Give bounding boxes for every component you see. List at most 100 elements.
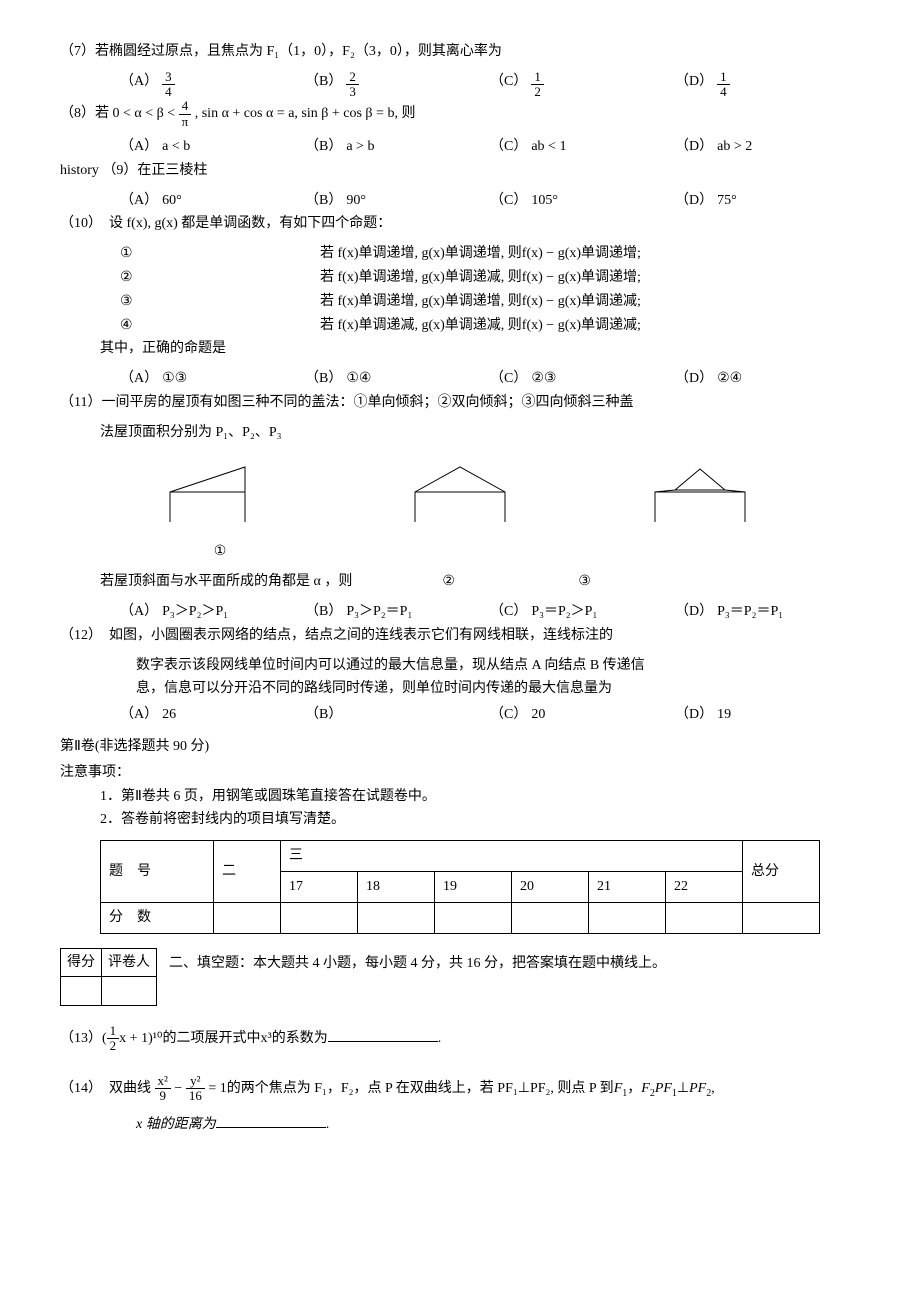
q12-opt-c: （C）20 [490, 703, 675, 727]
q10-tail: 其中，正确的命题是 [60, 337, 860, 361]
q8-cond-a: 0 < α < β < [113, 106, 179, 121]
q13-frac: 12 [107, 1024, 120, 1054]
grader-box: 得分评卷人 [60, 948, 157, 1007]
roof-1: ① [165, 457, 275, 565]
q10-head: （10） 设 f(x), g(x) 都是单调函数，有如下四个命题： [60, 216, 391, 231]
question-12-l2: 数字表示该段网线单位时间内可以通过的最大信息量，现从结点 A 向结点 B 传递信 [60, 654, 860, 678]
roof-icon-2 [405, 457, 515, 532]
q14-suffix: . [326, 1117, 330, 1132]
q7-opt-c: （C）12 [490, 70, 675, 100]
question-10: （10） 设 f(x), g(x) 都是单调函数，有如下四个命题： [60, 212, 860, 236]
notice-1: 1．第Ⅱ卷共 6 页，用钢笔或圆珠笔直接答在试题卷中。 [60, 785, 860, 809]
q11-opt-d: （D）P₃＝P₂＝P₁ [675, 600, 860, 624]
q8-opt-c: （C）ab < 1 [490, 135, 675, 159]
q14-blank [216, 1113, 326, 1128]
q11-opt-a: （A）P₃＞P₂＞P₁ [120, 600, 305, 624]
q14-minus: − [174, 1081, 185, 1096]
scoretable-18: 18 [358, 871, 435, 902]
q9-opt-d: （D）75° [675, 189, 860, 213]
q14-body1: = 1的两个焦点为 F₁，F₂，点 P 在双曲线上，若 PF₁⊥PF₂, 则点 … [208, 1081, 613, 1096]
q9-opt-c: （C）105° [490, 189, 675, 213]
q10-opt-b: （B）①④ [305, 367, 490, 391]
question-8: （8）若 0 < α < β < 4π , sin α + cos α = a,… [60, 99, 860, 129]
q7-opt-b: （B）23 [305, 70, 490, 100]
q9-options: （A）60° （B）90° （C）105° （D）75° [60, 189, 860, 213]
q11-options: （A）P₃＞P₂＞P₁ （B）P₃＞P₂＝P₁ （C）P₃＝P₂＞P₁ （D）P… [60, 600, 860, 624]
scoretable-h-num: 题 号 [101, 841, 214, 903]
q11-l3-text: 若屋顶斜面与水平面所成的角都是 α ，则 [100, 574, 352, 589]
question-14-l2: x 轴的距离为. [60, 1113, 860, 1137]
roof-icon-3 [645, 457, 755, 532]
q11-opt-b: （B）P₃＞P₂＝P₁ [305, 600, 490, 624]
q13-suffix: . [438, 1031, 442, 1046]
roof-3-label: ③ [578, 574, 591, 589]
q14-prefix: （14） 双曲线 [60, 1081, 151, 1096]
question-11-l1: （11）一间平房的屋顶有如图三种不同的盖法：①单向倾斜；②双向倾斜；③四向倾斜三… [60, 391, 860, 415]
notice-title: 注意事项： [60, 761, 860, 785]
q10-stmt-2: ②若 f(x)单调递增, g(x)单调递减, 则f(x) − g(x)单调递增; [120, 266, 860, 290]
q9-opt-b: （B）90° [305, 189, 490, 213]
section2-title: 第Ⅱ卷(非选择题共 90 分) [60, 735, 860, 759]
smallbox-score: 得分 [61, 948, 102, 977]
q7-opt-d: （D）14 [675, 70, 860, 100]
question-12-l3: 息，信息可以分开沿不同的路线同时传递，则单位时间内传递的最大信息量为 [60, 677, 860, 701]
q10-statements: ①若 f(x)单调递增, g(x)单调递增, 则f(x) − g(x)单调递增;… [60, 242, 860, 337]
q13-body: x + 1)¹⁰的二项展开式中x³的系数为 [119, 1031, 328, 1046]
question-14: （14） 双曲线 x²9 − y²16 = 1的两个焦点为 F₁，F₂，点 P … [60, 1074, 860, 1104]
q14-t1: x²9 [155, 1074, 171, 1104]
q7-options: （A）34 （B）23 （C）12 （D）14 [60, 70, 860, 100]
question-11-l2: 法屋顶面积分别为 P₁、P₂、P₃ [60, 421, 860, 445]
q8-opt-a: （A）a < b [120, 135, 305, 159]
q8-frac: 4π [179, 99, 192, 129]
roof-3 [645, 457, 755, 565]
scoretable-h-total: 总分 [743, 841, 820, 903]
q12-options: （A）26 （B） （C）20 （D）19 [60, 703, 860, 727]
q10-options: （A）①③ （B）①④ （C）②③ （D）②④ [60, 367, 860, 391]
roof-icon-1 [165, 457, 275, 532]
roof-2 [405, 457, 515, 565]
scoretable-22: 22 [666, 871, 743, 902]
roof-2-label: ② [442, 574, 455, 589]
smallbox-grader: 评卷人 [102, 948, 157, 977]
q8-cond-b: , sin α + cos α = a, sin β + cos β = b, … [195, 106, 416, 121]
scoretable-score: 分 数 [101, 902, 214, 933]
q13-prefix: （13） [60, 1031, 102, 1046]
q12-opt-a: （A）26 [120, 703, 305, 727]
fill-header-row: 得分评卷人 二、填空题：本大题共 4 小题，每小题 4 分，共 16 分，把答案… [60, 948, 860, 1007]
question-9: history （9）在正三棱柱 [60, 159, 860, 183]
q8-prefix: （8）若 [60, 106, 109, 121]
q8-opt-b: （B）a > b [305, 135, 490, 159]
q14-t2: y²16 [186, 1074, 205, 1104]
q10-opt-a: （A）①③ [120, 367, 305, 391]
q12-opt-b: （B） [305, 703, 490, 727]
q10-stmt-4: ④若 f(x)单调递减, g(x)单调递减, 则f(x) − g(x)单调递减; [120, 314, 860, 338]
notice-2: 2．答卷前将密封线内的项目填写清楚。 [60, 808, 860, 832]
scoretable-h-2: 二 [214, 841, 281, 903]
scoretable-21: 21 [589, 871, 666, 902]
roof-1-label: ① [165, 540, 275, 564]
q10-stmt-1: ①若 f(x)单调递增, g(x)单调递增, 则f(x) − g(x)单调递增; [120, 242, 860, 266]
roof-diagrams: ① [60, 451, 860, 571]
q10-opt-d: （D）②④ [675, 367, 860, 391]
q8-options: （A）a < b （B）a > b （C）ab < 1 （D）ab > 2 [60, 135, 860, 159]
q11-l3a: 若屋顶斜面与水平面所成的角都是 α ，则 ② ③ [60, 570, 860, 594]
q8-opt-d: （D）ab > 2 [675, 135, 860, 159]
scoretable-20: 20 [512, 871, 589, 902]
q9-opt-a: （A）60° [120, 189, 305, 213]
q12-opt-d: （D）19 [675, 703, 860, 727]
q14-body2: x 轴的距离为 [136, 1117, 216, 1132]
fill-head-text: 二、填空题：本大题共 4 小题，每小题 4 分，共 16 分，把答案填在题中横线… [60, 948, 860, 976]
question-7: （7）若椭圆经过原点，且焦点为 F₁（1，0），F₂（3，0），则其离心率为 [60, 40, 860, 64]
q10-stmt-3: ③若 f(x)单调递增, g(x)单调递增, 则f(x) − g(x)单调递减; [120, 290, 860, 314]
scoretable-19: 19 [435, 871, 512, 902]
q13-blank [328, 1027, 438, 1042]
q10-opt-c: （C）②③ [490, 367, 675, 391]
score-table: 题 号 二 三 总分 17 18 19 20 21 22 分 数 [100, 840, 820, 933]
question-12-l1: （12） 如图，小圆圈表示网络的结点，结点之间的连线表示它们有网线相联，连线标注… [60, 624, 860, 648]
q11-opt-c: （C）P₃＝P₂＞P₁ [490, 600, 675, 624]
q7-text: （7）若椭圆经过原点，且焦点为 F₁（1，0），F₂（3，0），则其离心率为 [60, 44, 502, 59]
question-13: （13）(12x + 1)¹⁰的二项展开式中x³的系数为. [60, 1024, 860, 1054]
scoretable-17: 17 [281, 871, 358, 902]
scoretable-h-3: 三 [281, 841, 743, 872]
q7-opt-a: （A）34 [120, 70, 305, 100]
